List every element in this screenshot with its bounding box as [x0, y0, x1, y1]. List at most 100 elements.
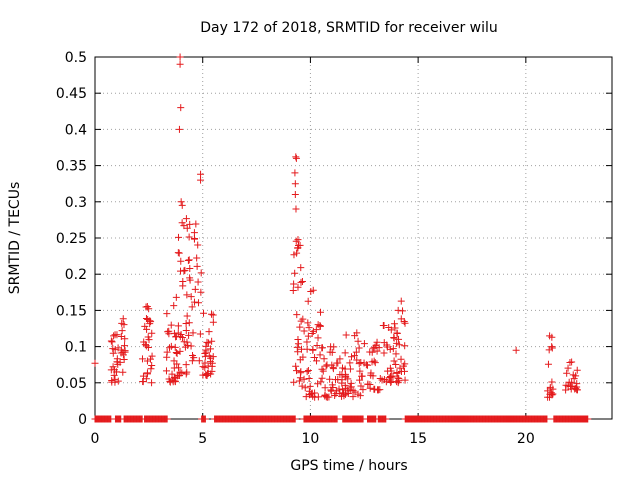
data-point	[183, 291, 191, 299]
data-point	[401, 342, 409, 350]
data-point	[372, 341, 380, 349]
data-point	[297, 264, 305, 272]
data-point	[303, 338, 311, 346]
data-point	[190, 298, 198, 306]
data-point	[114, 377, 122, 385]
data-point	[334, 359, 342, 367]
data-point	[302, 393, 310, 401]
data-point	[163, 310, 171, 318]
data-point	[171, 343, 179, 351]
data-point	[393, 369, 401, 377]
data-point	[320, 355, 328, 363]
data-point	[147, 365, 155, 373]
data-point	[186, 220, 194, 228]
plot-frame	[94, 56, 613, 420]
data-point	[306, 382, 314, 390]
data-point	[148, 362, 156, 370]
data-point	[178, 201, 186, 209]
data-point	[332, 376, 340, 384]
data-point	[289, 286, 297, 294]
data-point	[180, 338, 188, 346]
data-point	[328, 348, 336, 356]
data-point	[512, 346, 520, 354]
data-point	[356, 376, 364, 384]
data-point	[201, 364, 209, 372]
data-point	[327, 386, 335, 394]
data-point	[183, 312, 191, 320]
data-point	[397, 315, 405, 323]
data-point	[185, 256, 193, 264]
data-point	[301, 384, 309, 392]
data-point	[373, 347, 381, 355]
data-point	[328, 361, 336, 369]
data-point	[304, 367, 312, 375]
data-point	[291, 169, 299, 177]
data-point	[322, 362, 330, 370]
data-point	[370, 357, 378, 365]
data-point	[207, 310, 215, 318]
data-point	[392, 350, 400, 358]
data-point	[546, 332, 554, 340]
data-point	[182, 370, 190, 378]
data-point	[313, 341, 321, 349]
data-point	[401, 360, 409, 368]
data-point	[184, 341, 192, 349]
data-point	[188, 303, 196, 311]
data-point	[195, 357, 203, 365]
data-point	[170, 302, 178, 310]
data-point	[177, 104, 185, 112]
data-point	[194, 241, 202, 249]
data-point	[199, 363, 207, 371]
data-point	[299, 353, 307, 361]
data-point	[317, 378, 325, 386]
data-point	[188, 357, 196, 365]
data-point	[291, 415, 299, 423]
data-point	[382, 415, 390, 423]
data-point	[290, 280, 298, 288]
data-point	[309, 346, 317, 354]
data-point	[117, 332, 125, 340]
data-point	[390, 320, 398, 328]
data-point	[380, 349, 388, 357]
data-point	[170, 357, 178, 365]
data-point	[392, 360, 400, 368]
data-point	[292, 362, 300, 370]
data-point	[298, 278, 306, 286]
data-point	[316, 351, 324, 359]
data-point	[146, 320, 154, 328]
y-tick-label: 0.25	[56, 231, 87, 247]
data-point	[172, 293, 180, 301]
data-point	[295, 377, 303, 385]
data-point	[296, 323, 304, 331]
data-point	[355, 360, 363, 368]
data-point	[548, 344, 556, 352]
data-point	[185, 331, 193, 339]
data-point	[291, 269, 299, 277]
data-point	[548, 378, 556, 386]
data-point	[293, 249, 301, 257]
data-point	[110, 332, 118, 340]
data-marks	[91, 53, 592, 423]
data-point	[191, 285, 199, 293]
data-point	[318, 365, 326, 373]
data-point	[341, 349, 349, 357]
data-point	[111, 375, 119, 383]
y-tick-label: 0.15	[56, 303, 87, 319]
data-point	[175, 249, 183, 257]
data-point	[197, 176, 205, 184]
data-point	[163, 415, 171, 423]
data-point	[354, 390, 362, 398]
data-point	[389, 345, 397, 353]
data-point	[546, 393, 554, 401]
data-point	[148, 329, 156, 337]
data-point	[183, 368, 191, 376]
data-point	[386, 345, 394, 353]
data-point	[355, 344, 363, 352]
data-point	[174, 233, 182, 241]
data-point	[318, 344, 326, 352]
data-point	[317, 308, 325, 316]
data-point	[107, 337, 115, 345]
y-tick-label: 0.2	[65, 267, 87, 283]
data-point	[304, 297, 312, 305]
data-point	[292, 205, 300, 213]
